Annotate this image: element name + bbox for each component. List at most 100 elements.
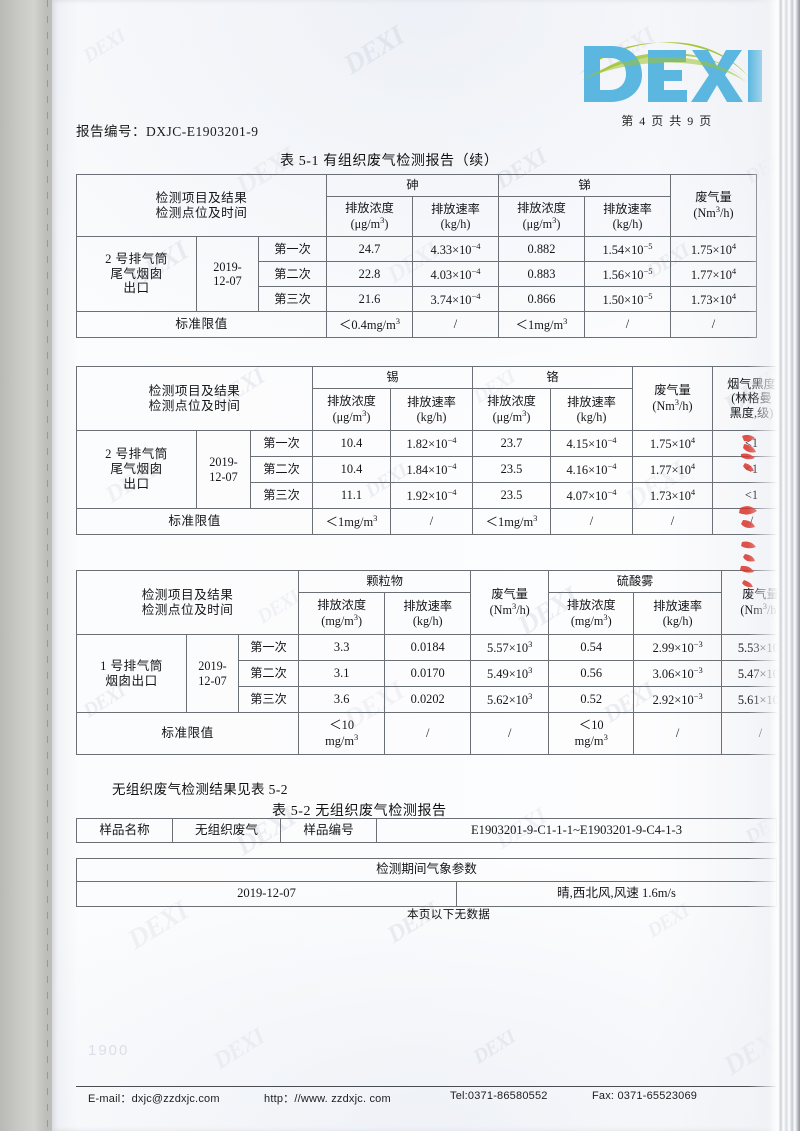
document-page: DEXI DEXI DEXI DEXI DEXI DEXI DEXI DEXI DEXI DEXI… — [52, 0, 800, 1131]
table-tin-chrome: 检测项目及结果检测点位及时间锡铬废气量(Nm3/h)烟气黑度(林格曼黑度,级)排… — [76, 366, 791, 535]
standard-limit-particulate: ＜10 mg/m3 — [298, 712, 386, 755]
company-logo: 第 4 页 共 9 页 — [572, 30, 762, 135]
footer-telephone: Tel:0371-86580552 — [450, 1090, 548, 1102]
dexi-logo-icon — [580, 42, 762, 102]
particulate-rate: 0.0170 — [384, 660, 472, 687]
subheader-2-2: 排放速率 (kg/h) — [584, 196, 671, 237]
standard-limit-value-2: / — [390, 508, 473, 535]
footer-fax: Fax: 0371-65523069 — [592, 1090, 698, 1102]
group-header-2: 铬 — [472, 366, 633, 389]
table-5-1-caption: 表 5-1 有组织废气检测报告（续） — [280, 154, 499, 169]
group-header-1: 锡 — [312, 366, 473, 389]
footer-website: http：//www. zzdxjc. com — [264, 1093, 391, 1105]
page-content: 第 4 页 共 9 页 报告编号：DXJC-E1903201-9 表 5-1 有… — [52, 0, 800, 1131]
antimony-rate: 1.56×10−5 — [584, 261, 671, 287]
subheader-1-2: 排放速率 (kg/h) — [390, 388, 473, 431]
table-row: 1 号排气筒 烟囱出口 2019- 12-07 第一次 3.3 0.0184 5.57×103… — [76, 634, 800, 713]
standard-limit-value-2: / — [384, 712, 472, 755]
subheader-1-1: 排放浓度 (μg/m3) — [312, 388, 391, 431]
sample-name-value: 无组织废气 — [172, 818, 281, 843]
antimony-rate: 1.54×10−5 — [584, 236, 671, 262]
subheader-2-1: 排放浓度 (μg/m3) — [498, 196, 585, 237]
chromium-concentration: 23.5 — [472, 482, 551, 509]
sample-number-label: 样品编号 — [280, 818, 377, 843]
subheader-1-1: 排放浓度 (μg/m3) — [326, 196, 413, 237]
standard-limit-row: 标准限值＜1mg/m3/＜1mg/m3/// — [76, 508, 791, 535]
table-row: 2 号排气筒 尾气烟囱 出口 2019- 12-07 第一次 10.4 1.82×10−4 23… — [76, 430, 791, 509]
weather-header-label: 检测期间气象参数 — [76, 858, 777, 882]
standard-limit-row: 标准限值 ＜0.4mg/m3/＜1mg/m3// — [76, 311, 757, 338]
chromium-rate: 4.07×10−4 — [550, 482, 633, 509]
tin-concentration: 11.1 — [312, 482, 391, 509]
arsenic-rate: 4.33×10−4 — [412, 236, 499, 262]
particulate-subheader-1: 排放浓度 (mg/m3) — [298, 592, 386, 635]
standard-limit-value-3: ＜1mg/m3 — [498, 311, 585, 338]
table-row: 2 号排气筒 尾气烟囱 出口 2019- 12-07 第一次 24.7 4.33×10−4 0.… — [76, 236, 757, 312]
flow-column-header: 废气量 (Nm3/h) — [632, 366, 713, 431]
sampling-date: 2019- 12-07 — [186, 634, 239, 713]
antimony-concentration: 0.882 — [498, 236, 585, 262]
standard-limit-value-5: / — [670, 311, 757, 338]
exhaust-flow: 1.75×104 — [632, 430, 713, 457]
run-label: 第二次 — [258, 261, 327, 287]
chromium-concentration: 23.7 — [472, 430, 551, 457]
sampling-date: 2019- 12-07 — [196, 236, 259, 312]
arsenic-rate: 3.74×10−4 — [412, 286, 499, 312]
exhaust-flow: 1.75×104 — [670, 236, 757, 262]
acid-mist-group-header: 硫酸雾 — [548, 570, 722, 593]
table-5-2-caption: 表 5-2 无组织废气检测报告 — [272, 804, 447, 819]
chromium-rate: 4.15×10−4 — [550, 430, 633, 457]
flow-column-header: 废气量 (Nm3/h) — [670, 174, 757, 237]
table-row: 第三次 21.6 3.74×10−4 0.866 1.50×10−5 1.73×104 — [77, 286, 757, 312]
perforation-line — [47, 0, 48, 1131]
run-label: 第三次 — [237, 686, 300, 713]
exhaust-flow-1: 5.57×103 — [470, 634, 550, 661]
standard-limit-value-1: ＜1mg/m3 — [312, 508, 391, 535]
sampling-point: 2 号排气筒 尾气烟囱 出口 — [76, 236, 197, 312]
standard-limit-value-4: / — [584, 311, 671, 338]
acid-mist-subheader-2: 排放速率 (kg/h) — [633, 592, 722, 635]
table-subheader-row: 排放浓度 (μg/m3) 排放速率 (kg/h) 排放浓度 (μg/m3) 排放速率 (kg/… — [77, 388, 791, 431]
standard-limit-acid-mist: ＜10 mg/m3 — [548, 712, 635, 755]
run-label: 第一次 — [237, 634, 300, 661]
binding-edge — [748, 0, 800, 1131]
run-label: 第一次 — [250, 430, 313, 457]
tin-rate: 1.84×10−4 — [390, 456, 473, 483]
run-label: 第三次 — [258, 286, 327, 312]
standard-limit-value-3: / — [470, 712, 550, 755]
run-label: 第二次 — [250, 456, 313, 483]
exhaust-flow: 1.77×104 — [632, 456, 713, 483]
tin-rate: 1.82×10−4 — [390, 430, 473, 457]
antimony-concentration: 0.883 — [498, 261, 585, 287]
acid-mist-rate: 2.99×10−3 — [633, 634, 722, 661]
table-5-1: 检测项目及结果 检测点位及时间砷锑废气量 (Nm3/h) 排放浓度 (μg/m3) 排放速… — [76, 174, 757, 338]
acid-mist-concentration: 0.54 — [548, 634, 635, 661]
exhaust-flow: 1.73×104 — [632, 482, 713, 509]
subheader-2-2: 排放速率 (kg/h) — [550, 388, 633, 431]
standard-limit-value-2: / — [412, 311, 499, 338]
footer-divider — [76, 1086, 776, 1087]
acid-mist-concentration: 0.52 — [548, 686, 635, 713]
sampling-date: 2019- 12-07 — [196, 430, 251, 509]
sample-number-value: E1903201-9-C1-1-1~E1903201-9-C4-1-3 — [376, 818, 777, 843]
acid-mist-rate: 3.06×10−3 — [633, 660, 722, 687]
weather-parameters-table: 检测期间气象参数 2019-12-07 晴,西北风,风速 1.6m/s — [76, 858, 777, 907]
particulate-concentration: 3.3 — [298, 634, 386, 661]
standard-limit-value-5: / — [633, 712, 722, 755]
fugitive-intro: 无组织废气检测结果见表 5-2 — [112, 782, 288, 797]
tin-concentration: 10.4 — [312, 456, 391, 483]
row-header-label: 检测项目及结果 检测点位及时间 — [75, 570, 300, 635]
exhaust-flow: 1.77×104 — [670, 261, 757, 287]
particulate-subheader-2: 排放速率 (kg/h) — [384, 592, 472, 635]
weather-data-row: 2019-12-07 晴,西北风,风速 1.6m/s — [76, 881, 777, 907]
weather-condition: 晴,西北风,风速 1.6m/s — [456, 881, 777, 907]
acid-mist-concentration: 0.56 — [548, 660, 635, 687]
arsenic-concentration: 24.7 — [326, 236, 413, 262]
exhaust-flow-1: 5.62×103 — [470, 686, 550, 713]
particulate-rate: 0.0202 — [384, 686, 472, 713]
acid-mist-rate: 2.92×10−3 — [633, 686, 722, 713]
particulate-rate: 0.0184 — [384, 634, 472, 661]
particulate-group-header: 颗粒物 — [298, 570, 472, 593]
